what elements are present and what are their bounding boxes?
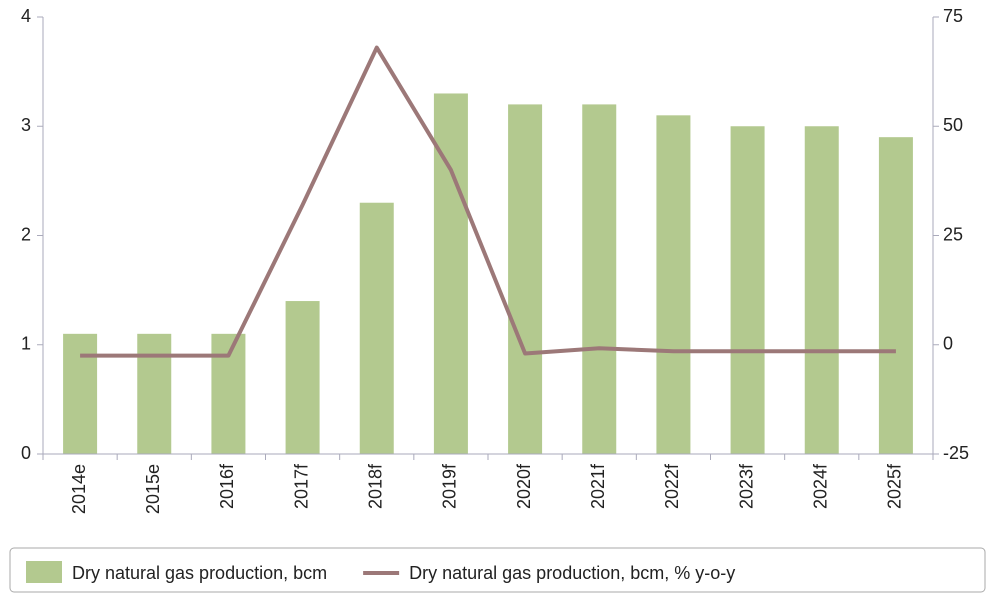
bar: [878, 137, 913, 455]
y2-tick-label: -25: [943, 443, 969, 463]
x-tick-label: 2020f: [514, 463, 534, 509]
x-tick-label: 2023f: [736, 463, 756, 509]
y-tick-label: 1: [21, 334, 31, 354]
bar: [359, 202, 394, 454]
y2-tick-label: 75: [943, 6, 963, 26]
x-tick-label: 2015e: [143, 464, 163, 514]
y2-tick-label: 50: [943, 115, 963, 135]
bar: [656, 115, 691, 454]
x-tick-label: 2024f: [811, 463, 831, 509]
x-tick-label: 2019f: [440, 463, 460, 509]
x-tick-label: 2025f: [885, 463, 905, 509]
y2-tick-label: 0: [943, 334, 953, 354]
x-tick-label: 2021f: [588, 463, 608, 509]
y-tick-label: 3: [21, 115, 31, 135]
y2-tick-label: 25: [943, 224, 963, 244]
legend-label: Dry natural gas production, bcm, % y-o-y: [409, 563, 735, 583]
x-tick-label: 2016f: [217, 463, 237, 509]
legend-swatch: [26, 561, 62, 583]
bar: [63, 333, 98, 454]
x-tick-label: 2017f: [291, 463, 311, 509]
legend-label: Dry natural gas production, bcm: [72, 563, 327, 583]
x-tick-label: 2022f: [662, 463, 682, 509]
bar: [285, 301, 320, 454]
bar: [804, 126, 839, 454]
y-tick-label: 0: [21, 443, 31, 463]
x-tick-label: 2018f: [366, 463, 386, 509]
bar: [730, 126, 765, 454]
y-tick-label: 2: [21, 224, 31, 244]
bar: [582, 104, 617, 455]
y-tick-label: 4: [21, 6, 31, 26]
legend-box: [9, 547, 986, 593]
bar: [508, 104, 543, 455]
bar: [137, 333, 172, 454]
x-tick-label: 2014e: [69, 464, 89, 514]
line-series: [80, 45, 896, 358]
